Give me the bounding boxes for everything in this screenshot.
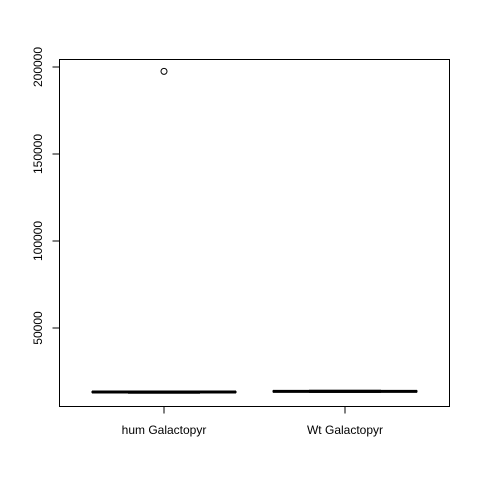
x-tick-label: Wt Galactopyr — [307, 423, 383, 437]
outlier-point — [160, 67, 168, 75]
box-1 — [91, 67, 237, 394]
y-tick-label: 100000 — [31, 221, 45, 261]
plot-frame — [59, 59, 450, 407]
y-tick-label: 200000 — [31, 47, 45, 87]
x-axis: hum Galactopyr Wt Galactopyr — [122, 406, 383, 437]
box-series — [91, 67, 418, 394]
y-axis: 50000 100000 150000 200000 — [31, 47, 60, 345]
y-tick-label: 150000 — [31, 134, 45, 174]
y-tick-label: 50000 — [31, 311, 45, 345]
x-tick-label: hum Galactopyr — [122, 423, 207, 437]
box-2 — [272, 389, 418, 393]
